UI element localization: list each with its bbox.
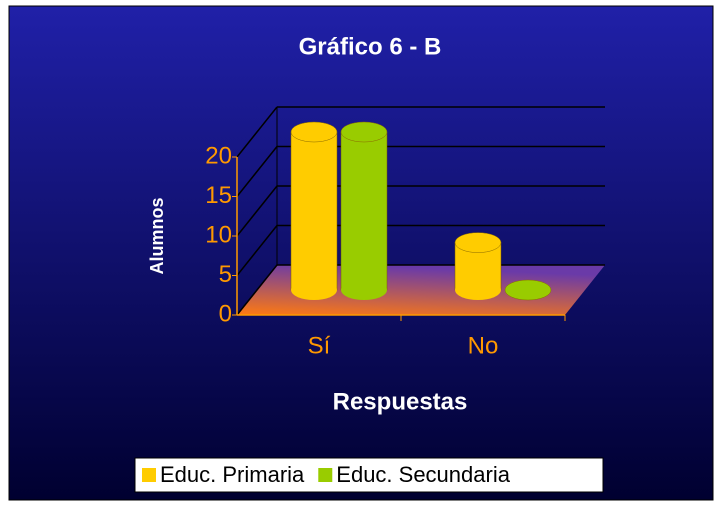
chart-title: Gráfico 6 - B: [299, 33, 442, 60]
grid-line: [236, 106, 278, 158]
bar-bottom: [291, 280, 337, 300]
bar-bottom: [455, 280, 501, 300]
bar-bottom: [341, 280, 387, 300]
bar: [290, 121, 338, 300]
grid-line: [236, 185, 278, 237]
legend-swatch: [318, 468, 333, 482]
bar: [454, 232, 502, 300]
bar-top: [504, 279, 552, 301]
bar: [504, 279, 552, 301]
grid-line: [236, 225, 278, 276]
y-axis-title: Alumnos: [147, 197, 167, 274]
legend: [134, 457, 604, 493]
y-tick-label: 5: [219, 261, 232, 288]
bar-shade: [290, 131, 338, 291]
bar-top: [454, 232, 502, 253]
x-axis-title: Respuestas: [333, 388, 468, 415]
y-tick-label: 0: [219, 300, 232, 327]
bar: [340, 121, 388, 300]
x-tick-label: Sí: [308, 332, 331, 359]
grid-line: [236, 264, 278, 316]
y-tick-label: 15: [205, 182, 232, 209]
legend-label: Educ. Secundaria: [336, 462, 510, 487]
grid-line: [236, 146, 278, 197]
bar-top: [340, 121, 388, 143]
legend-label: Educ. Primaria: [160, 462, 305, 487]
bar-shade: [340, 131, 388, 291]
legend-swatch: [142, 468, 156, 482]
y-tick-label: 20: [205, 142, 232, 169]
bar-top: [290, 121, 338, 143]
y-tick-label: 10: [205, 221, 232, 248]
x-tick-label: No: [468, 332, 499, 359]
